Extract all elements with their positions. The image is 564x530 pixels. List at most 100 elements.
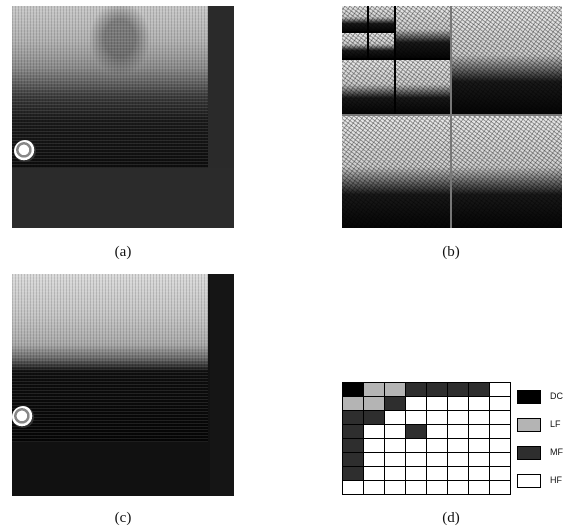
legend-label-dc: DC	[550, 391, 563, 401]
block-cell-mf	[343, 467, 363, 480]
block-cell-hf	[448, 439, 468, 452]
clock-blob-c	[12, 406, 34, 428]
block-cell-hf	[448, 397, 468, 410]
block-cell-hf	[448, 411, 468, 424]
block-cell-hf	[490, 481, 510, 494]
block-cell-hf	[406, 467, 426, 480]
reconstructed-image-c	[12, 274, 208, 442]
block-cell-hf	[469, 453, 489, 466]
subband-level3-lh	[342, 33, 367, 58]
block-cell-hf	[490, 411, 510, 424]
block-cell-hf	[364, 481, 384, 494]
block-cell-hf	[343, 481, 363, 494]
block-cell-hf	[385, 411, 405, 424]
block-cell-hf	[490, 425, 510, 438]
block-cell-hf	[469, 397, 489, 410]
figure-panel-c	[12, 274, 234, 496]
block-cell-mf	[364, 411, 384, 424]
legend-label-mf: MF	[550, 447, 563, 457]
block-cell-mf	[343, 425, 363, 438]
block-cell-hf	[469, 481, 489, 494]
block-cell-hf	[406, 453, 426, 466]
subband-hh-large	[452, 116, 562, 228]
legend-label-lf: LF	[550, 419, 561, 429]
subband-level2-hl	[396, 6, 450, 58]
block-cell-lf	[385, 383, 405, 396]
legend-swatch-dc	[517, 390, 541, 404]
subband-level3-hl	[369, 6, 394, 31]
block-cell-hf	[469, 425, 489, 438]
block-cell-hf	[490, 397, 510, 410]
block-cell-mf	[406, 425, 426, 438]
block-cell-hf	[427, 481, 447, 494]
legend-swatch-lf	[517, 418, 541, 432]
block-cell-lf	[364, 383, 384, 396]
legend-item-lf: LF	[517, 418, 564, 432]
block-cell-hf	[448, 425, 468, 438]
legend-swatch-hf	[517, 474, 541, 488]
block-cell-hf	[427, 467, 447, 480]
block-cell-hf	[385, 467, 405, 480]
block-cell-hf	[364, 439, 384, 452]
block-cell-hf	[490, 383, 510, 396]
block-cell-hf	[469, 411, 489, 424]
block-cell-hf	[385, 425, 405, 438]
legend-label-hf: HF	[550, 475, 562, 485]
caption-b: (b)	[442, 244, 460, 260]
subband-level2-hh	[396, 60, 450, 114]
dct-block-grid	[342, 382, 511, 495]
block-cell-hf	[427, 411, 447, 424]
divider-horizontal	[342, 114, 562, 116]
block-cell-hf	[406, 411, 426, 424]
figure-panel-d: DC LF MF HF	[342, 382, 563, 495]
block-cell-mf	[448, 383, 468, 396]
reconstructed-image-a	[12, 6, 208, 168]
block-cell-hf	[427, 397, 447, 410]
legend-item-mf: MF	[517, 446, 564, 460]
block-cell-hf	[469, 439, 489, 452]
block-cell-hf	[364, 425, 384, 438]
legend-item-hf: HF	[517, 474, 564, 488]
block-cell-hf	[406, 439, 426, 452]
block-cell-mf	[469, 383, 489, 396]
caption-a: (a)	[114, 244, 132, 260]
block-cell-hf	[448, 481, 468, 494]
subband-level2-lh	[342, 60, 394, 114]
subband-hl-large	[452, 6, 562, 114]
block-cell-hf	[364, 453, 384, 466]
block-cell-hf	[385, 453, 405, 466]
clock-blob-a	[14, 140, 36, 162]
block-cell-lf	[343, 397, 363, 410]
block-cell-hf	[469, 467, 489, 480]
legend-swatch-mf	[517, 446, 541, 460]
figure-panel-a	[12, 6, 234, 228]
block-cell-hf	[427, 453, 447, 466]
block-cell-mf	[343, 453, 363, 466]
border-strip-a	[208, 6, 234, 168]
block-cell-hf	[490, 467, 510, 480]
block-cell-hf	[385, 481, 405, 494]
block-cell-mf	[385, 397, 405, 410]
block-cell-mf	[427, 383, 447, 396]
block-cell-hf	[406, 481, 426, 494]
subband-level3-hh	[369, 33, 394, 58]
block-cell-lf	[364, 397, 384, 410]
block-cell-hf	[427, 425, 447, 438]
block-cell-dc	[343, 383, 363, 396]
block-cell-hf	[364, 467, 384, 480]
caption-c: (c)	[114, 510, 132, 526]
block-cell-hf	[490, 439, 510, 452]
block-cell-mf	[343, 411, 363, 424]
figure-panel-b	[342, 6, 562, 228]
block-cell-mf	[406, 383, 426, 396]
block-cell-hf	[427, 439, 447, 452]
block-cell-mf	[343, 439, 363, 452]
caption-d: (d)	[442, 510, 460, 526]
legend-item-dc: DC	[517, 390, 564, 404]
block-cell-hf	[385, 439, 405, 452]
block-cell-hf	[448, 467, 468, 480]
divider-vertical	[450, 6, 452, 228]
block-cell-hf	[490, 453, 510, 466]
border-strip-c	[210, 274, 234, 496]
block-cell-hf	[406, 397, 426, 410]
